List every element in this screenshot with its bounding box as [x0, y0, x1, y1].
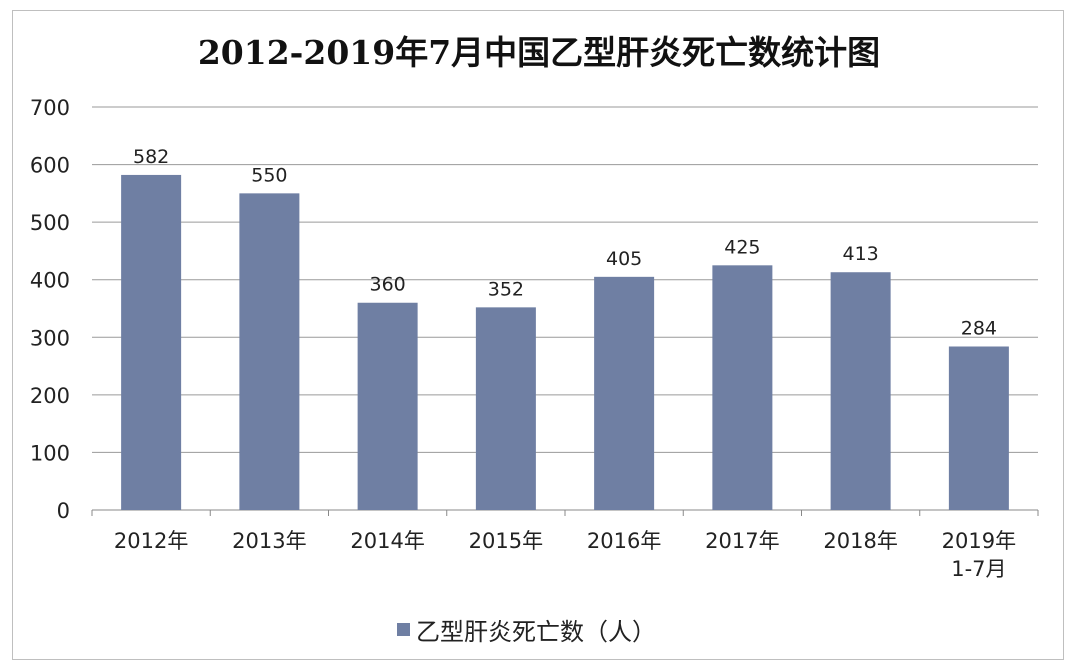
data-label: 550	[251, 164, 287, 186]
y-tick-label: 0	[57, 499, 70, 523]
data-label: 360	[369, 274, 405, 296]
chart-title: 2012-2019年7月中国乙型肝炎死亡数统计图	[197, 33, 881, 72]
x-tick-label: 2019年	[942, 529, 1016, 553]
legend: 乙型肝炎死亡数（人）	[397, 612, 656, 647]
bar	[830, 272, 891, 510]
chart-frame	[12, 10, 1064, 660]
bar	[948, 346, 1009, 510]
x-tick-label: 2014年	[350, 529, 424, 553]
x-tick-label: 1-7月	[951, 557, 1006, 581]
x-tick-label: 2012年	[114, 529, 188, 553]
bar	[239, 193, 300, 510]
bar	[712, 265, 773, 510]
y-tick-label: 300	[30, 326, 70, 350]
x-tick-label: 2013年	[232, 529, 306, 553]
y-tick-label: 100	[30, 441, 70, 465]
x-tick-label: 2018年	[823, 529, 897, 553]
y-tick-label: 600	[30, 154, 70, 178]
data-label: 405	[606, 248, 642, 270]
bar	[121, 174, 182, 511]
data-label: 582	[133, 146, 169, 168]
y-tick-label: 200	[30, 384, 70, 408]
legend-label: 乙型肝炎死亡数（人）	[416, 618, 656, 646]
data-label: 425	[724, 236, 760, 258]
x-tick-label: 2015年	[469, 529, 543, 553]
x-tick-label: 2017年	[705, 529, 779, 553]
bar	[475, 307, 536, 510]
bar	[357, 302, 418, 510]
data-label: 284	[961, 317, 997, 339]
data-label: 413	[842, 243, 878, 265]
y-tick-label: 500	[30, 211, 70, 235]
x-tick-label: 2016年	[587, 529, 661, 553]
data-label: 352	[488, 278, 524, 300]
y-tick-label: 700	[30, 96, 70, 120]
bar	[594, 276, 655, 510]
legend-swatch	[397, 623, 410, 636]
y-tick-label: 400	[30, 269, 70, 293]
